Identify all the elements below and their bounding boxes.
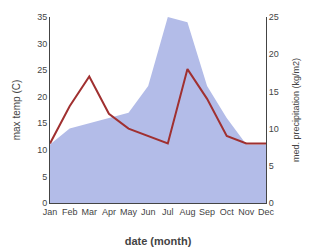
svg-text:Jul: Jul (162, 207, 174, 217)
svg-text:20: 20 (269, 49, 279, 59)
svg-text:Jan: Jan (43, 207, 58, 217)
svg-text:5: 5 (42, 172, 47, 182)
svg-text:15: 15 (37, 118, 47, 128)
svg-text:25: 25 (37, 65, 47, 75)
svg-text:max temp (C): max temp (C) (11, 80, 22, 141)
svg-text:30: 30 (37, 39, 47, 49)
svg-text:35: 35 (37, 12, 47, 22)
svg-text:Feb: Feb (62, 207, 78, 217)
svg-text:Mar: Mar (82, 207, 98, 217)
svg-text:Nov: Nov (238, 207, 255, 217)
svg-text:med. precipitation (kg/m2): med. precipitation (kg/m2) (291, 58, 301, 162)
svg-text:Dec: Dec (258, 207, 275, 217)
svg-text:20: 20 (37, 92, 47, 102)
svg-text:25: 25 (269, 12, 279, 22)
svg-text:0: 0 (42, 198, 47, 208)
svg-text:5: 5 (269, 161, 274, 171)
svg-text:May: May (120, 207, 138, 217)
svg-text:date (month): date (month) (125, 235, 192, 247)
svg-text:Apr: Apr (102, 207, 116, 217)
svg-text:Aug: Aug (179, 207, 195, 217)
svg-text:0: 0 (269, 198, 274, 208)
svg-text:Oct: Oct (220, 207, 235, 217)
svg-text:10: 10 (269, 124, 279, 134)
svg-text:15: 15 (269, 87, 279, 97)
svg-text:10: 10 (37, 145, 47, 155)
svg-text:Sep: Sep (199, 207, 215, 217)
svg-text:Jun: Jun (141, 207, 156, 217)
